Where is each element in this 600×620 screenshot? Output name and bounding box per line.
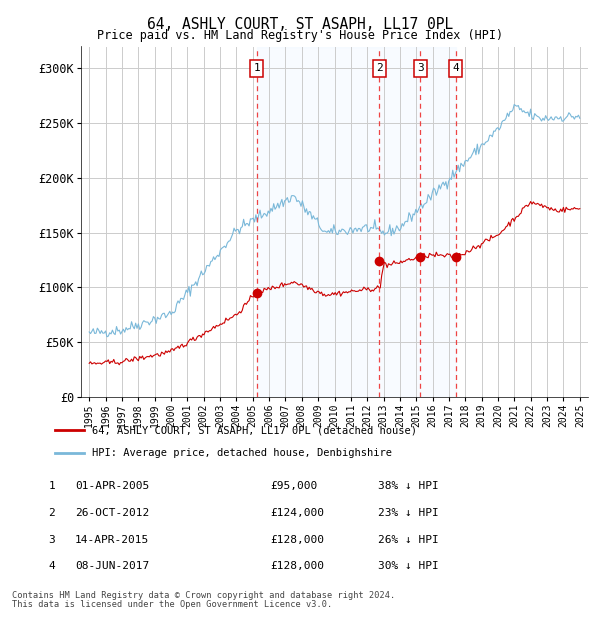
Text: HPI: Average price, detached house, Denbighshire: HPI: Average price, detached house, Denb…	[92, 448, 392, 458]
Text: 2: 2	[376, 63, 383, 73]
Text: 1: 1	[253, 63, 260, 73]
Text: 14-APR-2015: 14-APR-2015	[75, 534, 149, 545]
Text: 26% ↓ HPI: 26% ↓ HPI	[378, 534, 439, 545]
Bar	[257, 46, 456, 397]
Text: 4: 4	[48, 561, 55, 572]
Text: 23% ↓ HPI: 23% ↓ HPI	[378, 508, 439, 518]
Text: 38% ↓ HPI: 38% ↓ HPI	[378, 481, 439, 492]
Text: 3: 3	[48, 534, 55, 545]
Text: 26-OCT-2012: 26-OCT-2012	[75, 508, 149, 518]
Text: 2: 2	[48, 508, 55, 518]
Text: £124,000: £124,000	[270, 508, 324, 518]
Text: Contains HM Land Registry data © Crown copyright and database right 2024.: Contains HM Land Registry data © Crown c…	[12, 590, 395, 600]
Text: £128,000: £128,000	[270, 534, 324, 545]
Text: 30% ↓ HPI: 30% ↓ HPI	[378, 561, 439, 572]
Text: 01-APR-2005: 01-APR-2005	[75, 481, 149, 492]
Text: £128,000: £128,000	[270, 561, 324, 572]
Text: £95,000: £95,000	[270, 481, 317, 492]
Text: 4: 4	[452, 63, 459, 73]
Text: Price paid vs. HM Land Registry's House Price Index (HPI): Price paid vs. HM Land Registry's House …	[97, 29, 503, 42]
Text: 08-JUN-2017: 08-JUN-2017	[75, 561, 149, 572]
Text: 64, ASHLY COURT, ST ASAPH, LL17 0PL: 64, ASHLY COURT, ST ASAPH, LL17 0PL	[147, 17, 453, 32]
Text: 1: 1	[48, 481, 55, 492]
Text: 3: 3	[417, 63, 424, 73]
Text: This data is licensed under the Open Government Licence v3.0.: This data is licensed under the Open Gov…	[12, 600, 332, 609]
Text: 64, ASHLY COURT, ST ASAPH, LL17 0PL (detached house): 64, ASHLY COURT, ST ASAPH, LL17 0PL (det…	[92, 425, 418, 435]
